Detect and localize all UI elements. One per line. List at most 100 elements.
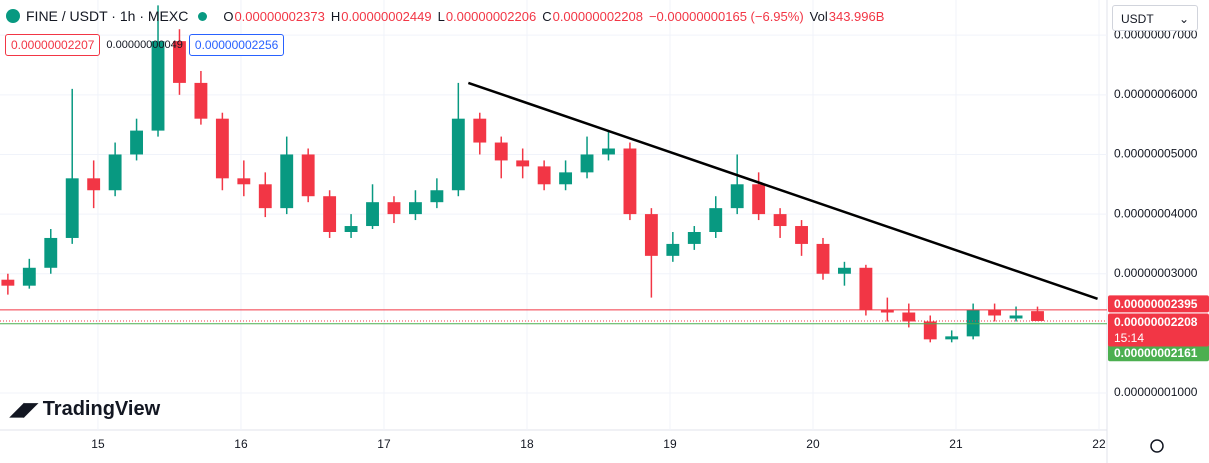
- quote-boxes: 0.00000002207 0.00000000049 0.0000000225…: [5, 34, 285, 56]
- currency: USDT: [1121, 12, 1154, 26]
- candle-body: [151, 41, 165, 131]
- x-tick-label: 18: [520, 437, 534, 451]
- y-tick-label: 0.00000005000: [1114, 147, 1198, 161]
- price-badge: [1108, 295, 1209, 313]
- bid-box[interactable]: 0.00000002207: [5, 34, 101, 56]
- chevron: ⌄: [1178, 12, 1189, 26]
- trend-line: [467, 81, 1098, 300]
- candle-body: [795, 226, 808, 244]
- candle-body: [494, 142, 508, 161]
- candle-body: [644, 214, 658, 256]
- candle-body: [816, 243, 830, 274]
- ask-box[interactable]: 0.00000002256: [188, 34, 285, 56]
- currency-select[interactable]: USDT ⌄: [1112, 5, 1198, 31]
- candle-body: [602, 148, 615, 155]
- candle-body: [838, 267, 851, 274]
- legend-header: FINE / USDT · 1h · MEXC O 0.00000002373 H…: [6, 8, 890, 24]
- candle-body: [988, 309, 1002, 316]
- ohlc-value: 0.00000002206: [445, 8, 537, 24]
- brand-icon: ◢◤: [9, 399, 43, 419]
- candle-body: [859, 267, 873, 310]
- candle-body: [709, 208, 723, 232]
- candle-body: [1009, 315, 1023, 319]
- x-tick-label: 17: [377, 437, 391, 451]
- candle-body: [215, 118, 229, 179]
- candle-body: [773, 214, 787, 227]
- x-tick-label: 15: [91, 437, 105, 451]
- ohlc-key: L: [437, 8, 445, 24]
- candle-body: [537, 166, 551, 185]
- candle-body: [730, 184, 744, 209]
- x-axis: 15 16 17 18 19 20 21 22: [91, 437, 1106, 451]
- candle-body: [559, 172, 573, 185]
- plot: [0, 5, 1107, 343]
- price-badge: [1108, 344, 1209, 362]
- x-tick-label: 19: [663, 437, 677, 451]
- grid: [0, 0, 1107, 430]
- candle-body: [65, 178, 79, 238]
- candle-body: [430, 190, 444, 203]
- y-tick-label: 0.00000006000: [1114, 87, 1198, 101]
- candle-body: [323, 196, 337, 232]
- y-tick-label: 0.00000001000: [1114, 385, 1198, 399]
- candle-body: [173, 41, 186, 83]
- candle-body: [666, 243, 680, 256]
- price-badge-label: 0.00000002395: [1114, 297, 1198, 311]
- y-axis: 0.00000001000 0.00000003000 0.00000004000 0…: [1108, 27, 1209, 399]
- volume-key: Vol: [809, 8, 828, 24]
- candle-body: [366, 202, 379, 227]
- candle-body: [623, 148, 637, 215]
- candle-body: [687, 231, 701, 244]
- last-price-badge: [1108, 313, 1209, 347]
- candle-body: [966, 309, 980, 337]
- candle-body: [280, 154, 294, 209]
- x-tick-label: 21: [949, 437, 963, 451]
- candle-body: [387, 202, 401, 215]
- ohlc-value: 0.00000002373: [234, 8, 325, 24]
- candle-body: [344, 226, 358, 232]
- ohlc-key: O: [223, 8, 234, 24]
- candle-body: [130, 130, 144, 155]
- candle-body: [451, 118, 465, 191]
- candle-body: [44, 237, 58, 268]
- symbol: FINE / USDT · 1h · MEXC: [26, 8, 189, 24]
- candle-body: [923, 321, 937, 340]
- countdown: 15:14: [1114, 331, 1144, 345]
- ohlc-value: 0.00000002208: [552, 8, 643, 24]
- candle-body: [237, 178, 251, 185]
- candle-body: [108, 154, 122, 191]
- settings-icon[interactable]: [1150, 439, 1164, 453]
- price-badge-label: 0.00000002161: [1114, 346, 1198, 360]
- candle-body: [473, 118, 487, 143]
- spread: 0.00000000049: [106, 39, 183, 51]
- candle-body: [408, 202, 422, 215]
- candle-body: [880, 309, 894, 313]
- volume-value: 343.996B: [828, 8, 885, 24]
- candle-body: [1, 279, 15, 286]
- candle-body: [87, 178, 101, 191]
- symbol-icon: [6, 9, 20, 23]
- ohlc-value: 0.00000002449: [341, 8, 432, 24]
- candle-body: [258, 184, 272, 209]
- ohlc-key: H: [330, 8, 341, 24]
- y-tick-label: 0.00000004000: [1114, 206, 1198, 220]
- candle-body: [194, 82, 208, 119]
- candle-body: [516, 160, 530, 167]
- brand-name: TradingView: [43, 398, 161, 420]
- candle-body: [1031, 311, 1044, 321]
- candle-body: [945, 336, 959, 340]
- last-price-label: 0.00000002208: [1114, 315, 1198, 329]
- brand: ◢◤ TradingView: [9, 398, 161, 420]
- candle-body: [580, 154, 594, 173]
- ohlc-key: C: [542, 8, 552, 24]
- candle-body: [752, 184, 766, 215]
- candle-body: [22, 267, 36, 286]
- candle-body: [301, 154, 315, 197]
- y-tick-label: 0.00000003000: [1114, 266, 1198, 280]
- candle-body: [902, 312, 916, 322]
- change: −0.00000000165 (−6.95%): [648, 8, 804, 24]
- x-tick-label: 22: [1092, 437, 1106, 451]
- x-tick-label: 20: [806, 437, 820, 451]
